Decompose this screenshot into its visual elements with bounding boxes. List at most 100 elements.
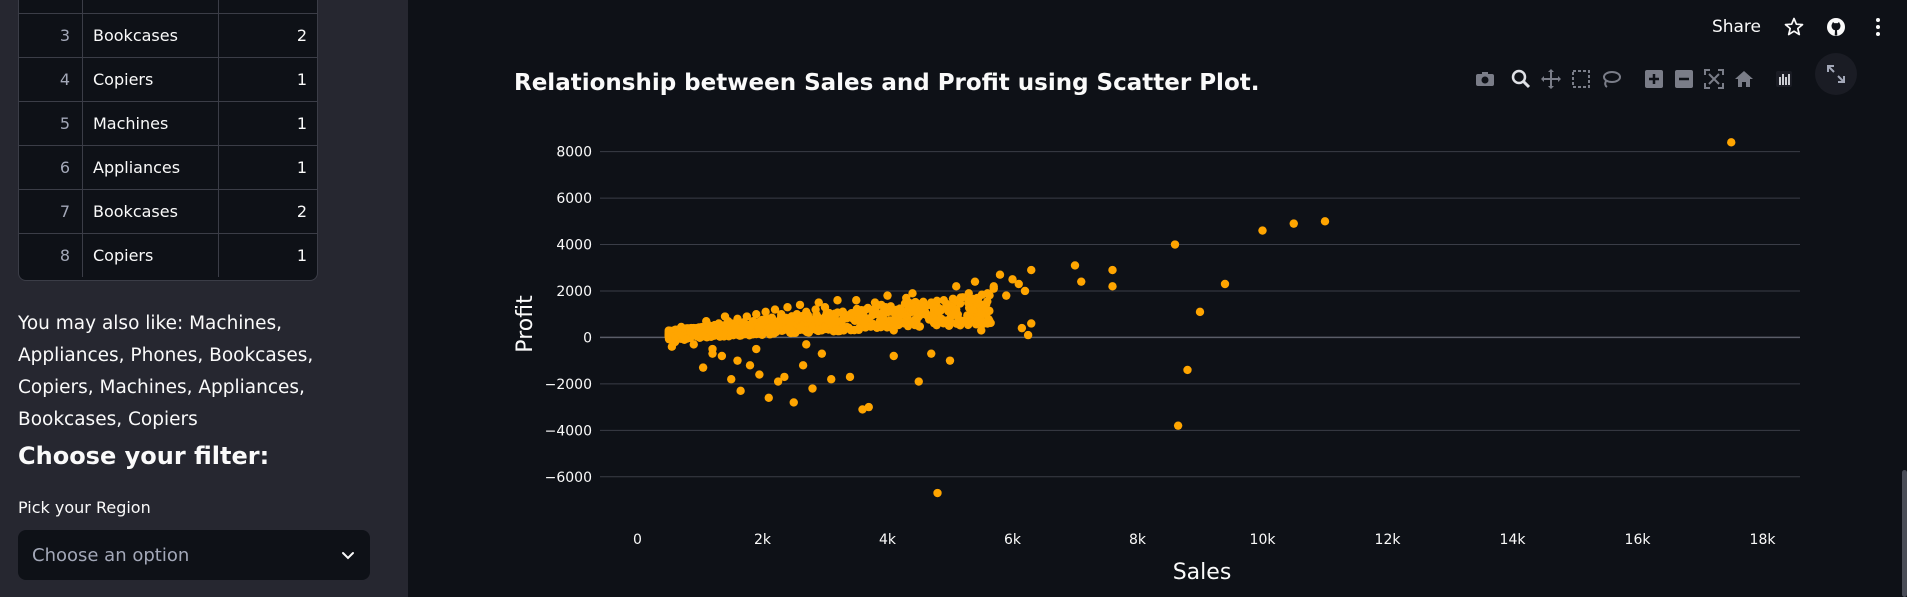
scatter-point[interactable]: [889, 326, 898, 335]
scatter-point[interactable]: [1070, 261, 1080, 270]
scatter-point[interactable]: [745, 321, 755, 331]
scatter-point[interactable]: [964, 298, 973, 307]
scatter-point[interactable]: [664, 330, 673, 340]
scatter-point[interactable]: [853, 316, 863, 325]
scatter-point[interactable]: [689, 340, 698, 349]
scatter-point[interactable]: [783, 303, 792, 312]
scatter-point[interactable]: [1220, 279, 1230, 289]
scatter-point[interactable]: [995, 270, 1005, 279]
scatter-point[interactable]: [1008, 275, 1017, 284]
fullscreen-button[interactable]: [1815, 53, 1857, 95]
scatter-point[interactable]: [964, 289, 973, 298]
scatter-point[interactable]: [968, 305, 978, 314]
zoom-icon[interactable]: [1510, 68, 1532, 90]
scatter-point[interactable]: [958, 316, 967, 326]
scatter-point[interactable]: [677, 322, 686, 332]
scatter-point[interactable]: [1258, 226, 1267, 235]
scatter-point[interactable]: [798, 361, 808, 370]
plotly-logo-icon[interactable]: [1773, 68, 1795, 90]
zoom-out-icon[interactable]: [1673, 68, 1695, 90]
scatter-point[interactable]: [902, 319, 911, 328]
region-select[interactable]: Choose an option: [18, 530, 370, 580]
scatter-point[interactable]: [867, 321, 876, 330]
scatter-point[interactable]: [820, 303, 830, 312]
scatter-point[interactable]: [1002, 291, 1011, 300]
scatter-point[interactable]: [1289, 219, 1298, 228]
scatter-point[interactable]: [883, 291, 892, 300]
scatter-point[interactable]: [927, 298, 936, 307]
scatter-point[interactable]: [733, 314, 742, 324]
scatter-point[interactable]: [986, 318, 995, 328]
scatter-point[interactable]: [970, 277, 980, 286]
scatter-point[interactable]: [805, 314, 814, 324]
scatter-point[interactable]: [977, 309, 986, 319]
table-row[interactable]: 4 Copiers 1: [19, 57, 317, 101]
scatter-point[interactable]: [920, 303, 930, 312]
scatter-point[interactable]: [754, 323, 764, 332]
scatter-point[interactable]: [977, 326, 986, 335]
table-row[interactable]: 5 Machines 1: [19, 101, 317, 145]
scatter-point[interactable]: [708, 349, 717, 358]
scatter-point[interactable]: [939, 316, 948, 326]
scatter-point[interactable]: [895, 305, 905, 314]
scatter-point[interactable]: [689, 330, 698, 340]
scatter-point[interactable]: [717, 351, 727, 361]
scatter-point[interactable]: [945, 356, 955, 365]
scatter-point[interactable]: [978, 300, 988, 310]
scatter-point[interactable]: [720, 312, 730, 321]
scatter-point[interactable]: [789, 398, 798, 407]
scatter-point[interactable]: [908, 289, 917, 298]
scatter-point[interactable]: [845, 372, 855, 382]
scatter-point[interactable]: [767, 313, 777, 322]
reset-axes-icon[interactable]: [1733, 68, 1755, 90]
scatter-point[interactable]: [833, 296, 842, 305]
scatter-point[interactable]: [742, 312, 752, 321]
table-row[interactable]: [19, 0, 317, 13]
scatter-point[interactable]: [789, 328, 798, 337]
scatter-point[interactable]: [983, 289, 992, 298]
lasso-icon[interactable]: [1600, 68, 1622, 90]
scatter-point[interactable]: [764, 393, 773, 403]
scatter-point[interactable]: [755, 370, 764, 379]
scatter-point[interactable]: [820, 323, 830, 332]
scatter-point[interactable]: [1170, 240, 1180, 249]
table-row[interactable]: 7 Bookcases 2: [19, 189, 317, 233]
scatter-point[interactable]: [1173, 421, 1183, 430]
scatter-point[interactable]: [1014, 279, 1023, 289]
scatter-point[interactable]: [773, 377, 783, 386]
scatter-point[interactable]: [1020, 286, 1030, 296]
scatter-point[interactable]: [942, 302, 951, 311]
scatter-point[interactable]: [948, 294, 958, 303]
scatter-point[interactable]: [733, 356, 742, 365]
table-row[interactable]: 6 Appliances 1: [19, 145, 317, 189]
scatter-point[interactable]: [827, 312, 836, 321]
scatter-point[interactable]: [827, 375, 836, 384]
scatter-point[interactable]: [914, 377, 923, 386]
share-button[interactable]: Share: [1711, 17, 1761, 37]
scatter-point[interactable]: [752, 344, 761, 354]
scatter-point[interactable]: [752, 309, 761, 319]
scatter-point[interactable]: [952, 305, 961, 314]
scatter-point[interactable]: [680, 335, 689, 344]
scatter-point[interactable]: [956, 293, 965, 302]
main-scrollbar[interactable]: [1902, 470, 1907, 597]
scatter-point[interactable]: [814, 316, 823, 326]
scatter-point[interactable]: [877, 321, 886, 331]
zoom-in-icon[interactable]: [1643, 68, 1665, 90]
autoscale-icon[interactable]: [1703, 68, 1725, 90]
scatter-point[interactable]: [796, 322, 805, 332]
scatter-point[interactable]: [1023, 330, 1033, 340]
scatter-point[interactable]: [792, 309, 802, 319]
camera-icon[interactable]: [1474, 68, 1496, 90]
scatter-point[interactable]: [802, 340, 811, 349]
scatter-point[interactable]: [863, 303, 873, 313]
scatter-point[interactable]: [889, 315, 899, 324]
scatter-point[interactable]: [702, 316, 711, 326]
scatter-point[interactable]: [770, 305, 780, 314]
scatter-point[interactable]: [777, 309, 786, 319]
scatter-point[interactable]: [780, 372, 789, 382]
scatter-point[interactable]: [739, 328, 748, 337]
scatter-point[interactable]: [714, 319, 723, 328]
scatter-point[interactable]: [761, 307, 770, 317]
scatter-point[interactable]: [736, 386, 745, 396]
